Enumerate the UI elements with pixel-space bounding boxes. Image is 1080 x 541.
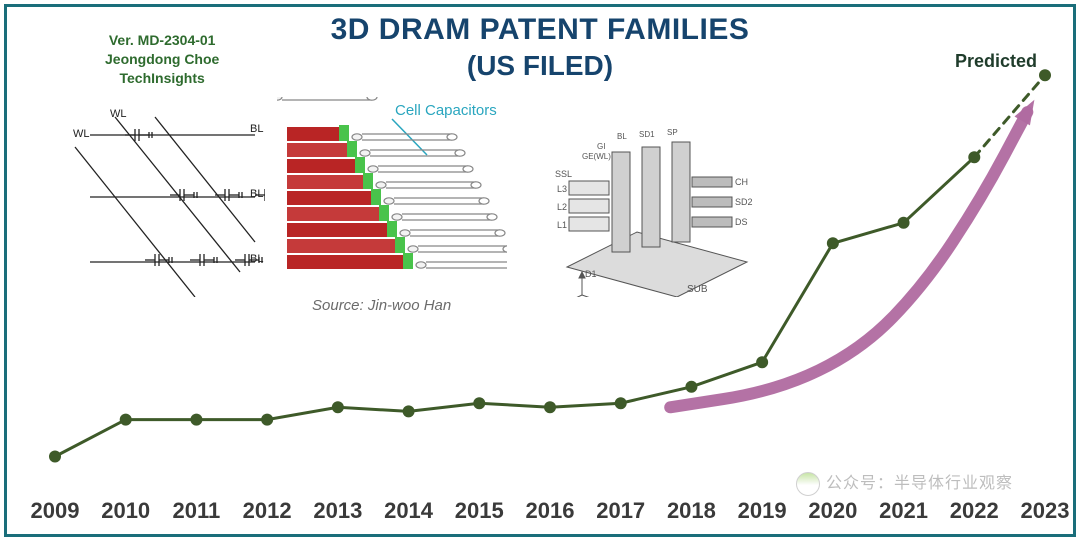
- data-marker: [49, 451, 61, 463]
- x-tick: 2021: [879, 498, 928, 524]
- x-tick: 2018: [667, 498, 716, 524]
- data-marker: [544, 401, 556, 413]
- data-marker: [968, 151, 980, 163]
- x-tick: 2013: [313, 498, 362, 524]
- x-tick: 2011: [173, 498, 221, 524]
- watermark-icon: [796, 472, 820, 496]
- data-marker: [120, 414, 132, 426]
- x-tick: 2023: [1021, 498, 1070, 524]
- x-tick: 2016: [526, 498, 575, 524]
- data-marker: [898, 217, 910, 229]
- x-tick: 2010: [101, 498, 150, 524]
- data-marker: [615, 397, 627, 409]
- line-chart: [7, 7, 1079, 540]
- x-tick: 2015: [455, 498, 504, 524]
- data-marker: [332, 401, 344, 413]
- data-marker: [756, 356, 768, 368]
- x-tick: 2017: [596, 498, 645, 524]
- x-tick: 2020: [808, 498, 857, 524]
- x-tick: 2022: [950, 498, 999, 524]
- x-tick: 2009: [31, 498, 80, 524]
- data-marker: [827, 237, 839, 249]
- x-tick: 2012: [243, 498, 292, 524]
- x-axis-labels: 2009 2010 2011 2012 2013 2014 2015 2016 2017 2018…: [7, 494, 1073, 524]
- watermark: 公众号：半导体行业观察: [796, 469, 1013, 496]
- x-tick: 2019: [738, 498, 787, 524]
- x-tick: 2014: [384, 498, 433, 524]
- data-marker: [403, 405, 415, 417]
- data-marker: [1039, 69, 1051, 81]
- data-marker: [473, 397, 485, 409]
- data-marker: [190, 414, 202, 426]
- watermark-text: 公众号：半导体行业观察: [826, 475, 1013, 492]
- data-line-solid: [55, 157, 974, 456]
- data-marker: [685, 381, 697, 393]
- data-marker: [261, 414, 273, 426]
